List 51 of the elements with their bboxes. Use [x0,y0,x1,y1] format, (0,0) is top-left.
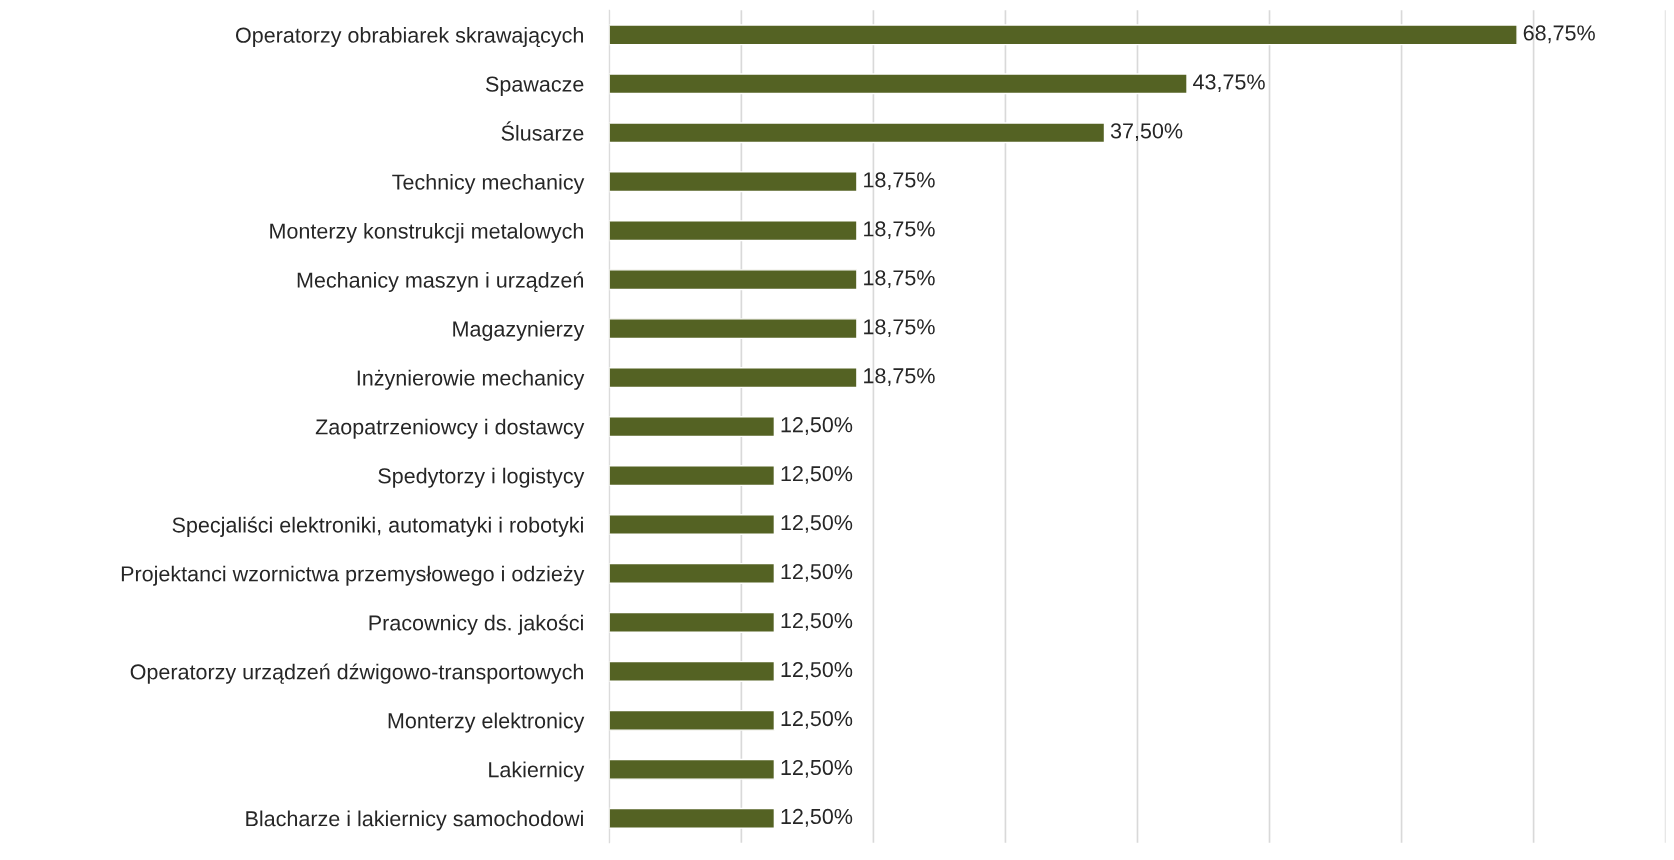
data-label: 12,50% [781,515,853,533]
bar [609,122,1106,144]
data-label: 18,75% [864,221,935,239]
data-label: 12,50% [781,808,853,827]
bar [609,318,858,340]
y-tick-label: Ślusarze [501,121,584,141]
data-label: 12,50% [781,564,853,582]
data-label: 12,50% [781,759,853,778]
bar [609,367,858,389]
data-label: 37,50% [1110,123,1183,142]
y-tick-label: Operatorzy obrabiarek skrawających [236,27,583,48]
data-label: 18,75% [864,270,935,288]
bar [609,24,1518,46]
y-tick-label: Lakiernicy [489,761,585,782]
y-tick-label: Spedytorzy i logistycy [378,467,585,488]
data-label: 18,75% [864,172,935,191]
y-tick-label: Blacharze i lakiernicy samochodowi [246,810,583,831]
data-label: 43,75% [1193,74,1265,93]
bar [609,562,776,584]
bar [609,171,858,193]
y-tick-label: Projektanci wzornictwa przemysłowego i odzieży [121,565,585,586]
y-tick-label: Mechanicy maszyn i urządzeń [297,271,584,293]
bar [609,611,776,633]
y-tick-label: Technicy mechanicy [392,173,585,194]
bar [609,709,776,731]
bar [609,660,776,682]
bar [609,269,858,291]
bar [609,465,776,487]
data-label: 12,50% [781,466,853,484]
y-tick-label: Spawacze [485,76,584,97]
bar [609,416,776,438]
y-tick-label: Specjaliści elektroniki, automatyki i robotyki [172,516,583,537]
y-tick-label: Pracownicy ds. jakości [369,614,583,635]
bar [609,220,858,242]
data-label: 12,50% [781,710,853,729]
y-tick-label: Monterzy konstrukcji metalowych [270,222,583,243]
data-label: 12,50% [781,417,853,435]
y-tick-label: Operatorzy urządzeń dźwigowo-transportowych [130,663,583,684]
y-tick-label: Zaopatrzeniowcy i dostawcy [315,418,585,439]
bar [609,73,1188,95]
data-label: 12,50% [781,661,853,680]
y-tick-label: Monterzy elektronicy [388,712,585,733]
bar [609,807,776,829]
bar [609,514,776,535]
data-label: 18,75% [864,368,935,386]
data-label: 18,75% [864,319,935,337]
y-tick-label: Inżynierowie mechanicy [357,369,585,390]
data-label: 68,75% [1523,25,1595,44]
bar [609,758,776,780]
y-tick-label: Magazynierzy [453,320,585,341]
data-label: 12,50% [781,612,853,631]
